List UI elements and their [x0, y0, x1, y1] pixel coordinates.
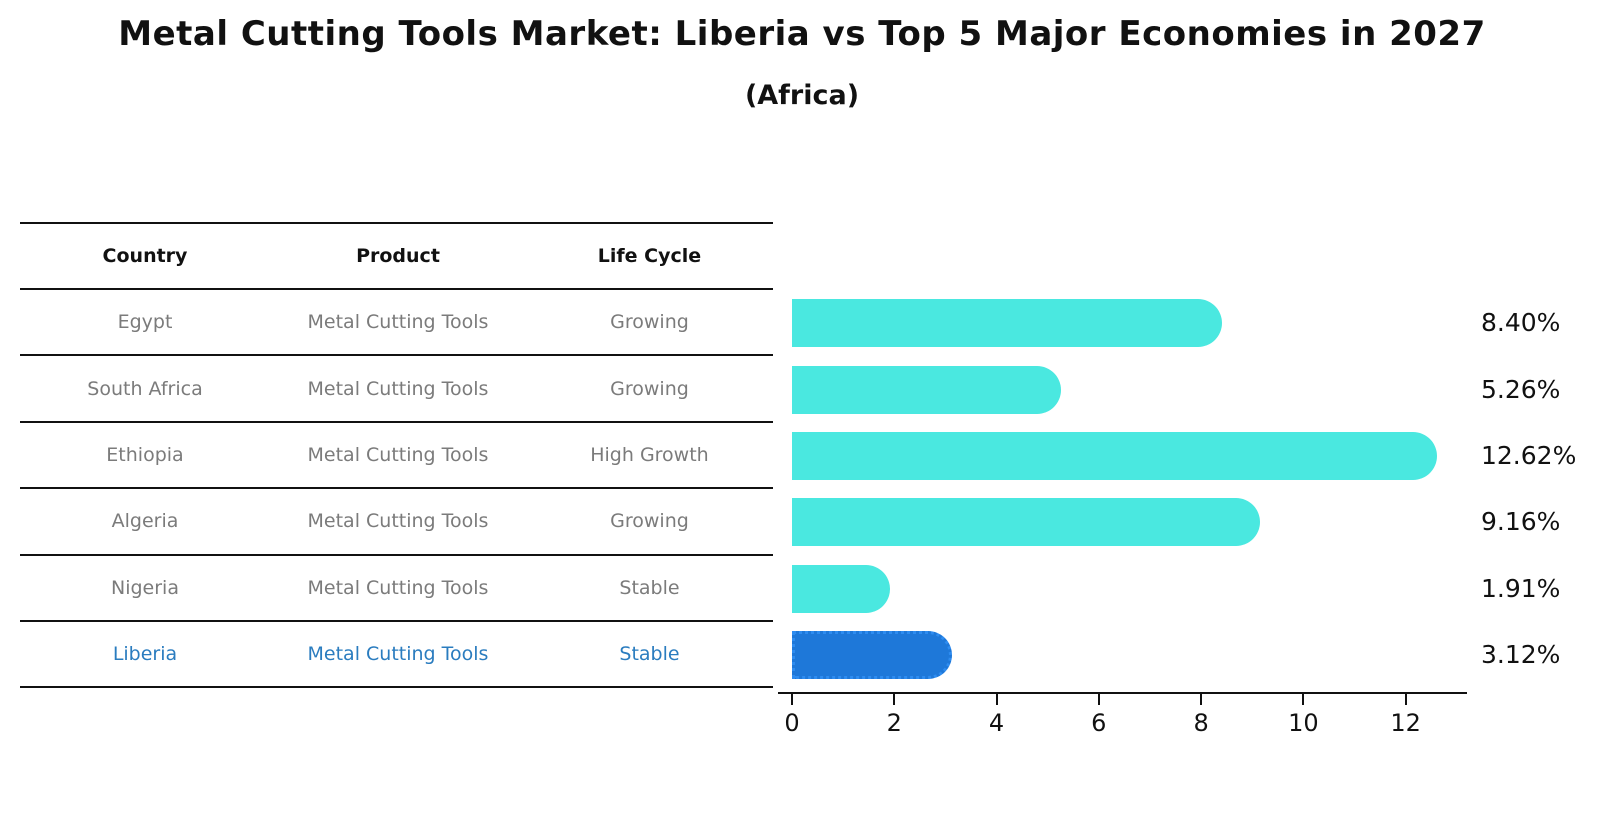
column-header-life-cycle: Life Cycle — [597, 245, 702, 267]
bar-south-africa — [792, 366, 1061, 414]
x-axis-tick — [1302, 694, 1305, 705]
table-row: Nigeria Metal Cutting Tools Stable — [20, 556, 773, 622]
x-axis-tick — [893, 694, 896, 705]
column-header-country: Country — [102, 245, 188, 267]
bar-plot-area: 0 2 4 6 8 10 12 — [784, 0, 1467, 823]
x-axis-tick-label: 12 — [1390, 709, 1421, 737]
cell-country: Algeria — [111, 510, 179, 533]
cell-life-cycle: High Growth — [590, 443, 709, 466]
cell-product: Metal Cutting Tools — [307, 377, 489, 400]
value-label-liberia: 3.12% — [1481, 640, 1561, 669]
x-axis-tick-label: 10 — [1288, 709, 1319, 737]
value-label-ethiopia: 12.62% — [1481, 441, 1577, 470]
value-label-algeria: 9.16% — [1481, 507, 1561, 536]
x-axis-tick-label: 0 — [784, 709, 800, 737]
table-header-row: Country Product Life Cycle — [20, 224, 773, 290]
cell-country: Egypt — [117, 311, 173, 334]
bar-egypt — [792, 299, 1222, 347]
cell-product: Metal Cutting Tools — [307, 311, 489, 334]
table-row: Algeria Metal Cutting Tools Growing — [20, 489, 773, 556]
country-table: Country Product Life Cycle Egypt Metal C… — [20, 222, 773, 689]
table-row: Ethiopia Metal Cutting Tools High Growth — [20, 423, 773, 490]
cell-country: Ethiopia — [106, 443, 184, 466]
cell-life-cycle: Growing — [610, 311, 689, 334]
cell-product: Metal Cutting Tools — [307, 576, 489, 599]
table-row: Egypt Metal Cutting Tools Growing — [20, 290, 773, 357]
chart-title: Metal Cutting Tools Market: Liberia vs T… — [118, 14, 1486, 54]
x-axis-line — [778, 692, 1467, 694]
bar-nigeria — [792, 565, 890, 613]
table-row: South Africa Metal Cutting Tools Growing — [20, 356, 773, 423]
cell-product: Metal Cutting Tools — [307, 643, 489, 666]
cell-country: Nigeria — [111, 576, 179, 599]
cell-product: Metal Cutting Tools — [307, 443, 489, 466]
cell-product: Metal Cutting Tools — [307, 510, 489, 533]
x-axis-tick-label: 4 — [988, 709, 1005, 737]
x-axis-tick-label: 6 — [1091, 709, 1107, 737]
table-row-liberia-highlight: Liberia Metal Cutting Tools Stable — [20, 622, 773, 689]
bar-liberia-highlighted — [792, 631, 952, 679]
value-label-south-africa: 5.26% — [1481, 375, 1561, 404]
x-axis-tick — [791, 694, 793, 705]
column-header-product: Product — [356, 245, 440, 267]
value-label-egypt: 8.40% — [1481, 308, 1561, 337]
cell-country: South Africa — [87, 377, 203, 400]
x-axis-tick — [1200, 694, 1203, 705]
value-label-nigeria: 1.91% — [1481, 574, 1561, 603]
bar-ethiopia — [792, 432, 1438, 480]
bar-algeria — [792, 498, 1261, 546]
cell-life-cycle: Stable — [619, 576, 680, 599]
x-axis-tick — [1097, 694, 1100, 705]
x-axis-tick — [1404, 694, 1407, 705]
cell-life-cycle: Stable — [619, 643, 680, 666]
cell-life-cycle: Growing — [610, 510, 689, 533]
x-axis-tick — [995, 694, 998, 705]
x-axis-tick-label: 8 — [1193, 709, 1209, 737]
cell-life-cycle: Growing — [610, 377, 689, 400]
cell-country: Liberia — [112, 643, 178, 666]
chart-subtitle: (Africa) — [744, 80, 860, 111]
x-axis-tick-label: 2 — [886, 709, 902, 737]
